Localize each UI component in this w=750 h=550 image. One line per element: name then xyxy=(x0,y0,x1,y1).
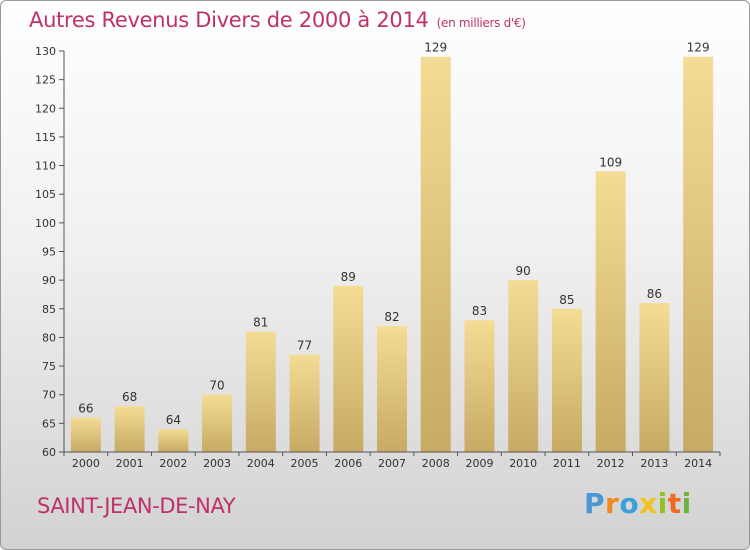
logo-letter: o xyxy=(619,487,640,520)
bar xyxy=(683,56,714,452)
bars-layer: 66 68 64 70 81 77 89 82 129 83 90 85 109 86 129 xyxy=(70,41,714,453)
logo-letter: x xyxy=(639,487,658,520)
x-tick-label: 2003 xyxy=(203,457,231,470)
x-tick-label: 2006 xyxy=(334,457,362,470)
bar xyxy=(114,406,145,452)
logo-letter: P xyxy=(584,487,606,520)
bar-value-label: 66 xyxy=(78,402,93,416)
y-tick-label: 120 xyxy=(35,102,56,115)
bar-value-label: 68 xyxy=(122,390,137,404)
y-tick-label: 65 xyxy=(42,417,56,430)
y-tick-label: 70 xyxy=(42,389,56,402)
bar-value-label: 89 xyxy=(341,270,356,284)
y-tick-label: 95 xyxy=(42,246,56,259)
bar-value-label: 77 xyxy=(297,339,312,353)
x-tick-label: 2008 xyxy=(422,457,450,470)
y-tick-label: 100 xyxy=(35,217,56,230)
bar-value-label: 109 xyxy=(599,155,622,169)
logo-letter: i xyxy=(657,487,668,520)
location-name: SAINT-JEAN-DE-NAY xyxy=(37,494,236,518)
bar-value-label: 70 xyxy=(209,379,224,393)
x-tick-label: 2014 xyxy=(684,457,712,470)
bar xyxy=(639,303,670,452)
logo-letter: r xyxy=(605,487,620,520)
bar xyxy=(202,394,233,452)
bar xyxy=(70,417,101,452)
bar xyxy=(377,325,407,452)
y-tick-label: 75 xyxy=(42,360,56,373)
y-tick-label: 60 xyxy=(42,446,56,459)
y-tick-label: 115 xyxy=(35,131,56,144)
chart-title-main: Autres Revenus Divers de 2000 à 2014 xyxy=(29,8,429,32)
bar xyxy=(508,280,539,452)
x-tick-label: 2010 xyxy=(509,457,537,470)
logo-letter: i xyxy=(681,487,692,520)
bar-value-label: 86 xyxy=(647,287,662,301)
axes: 2000 2001 2002 2003 2004 2005 2006 2007 2008 2009… xyxy=(35,45,721,470)
y-tick-label: 105 xyxy=(35,188,56,201)
x-tick-label: 2011 xyxy=(553,457,581,470)
x-tick-label: 2013 xyxy=(640,457,668,470)
bar xyxy=(289,354,320,452)
y-tick-label: 85 xyxy=(42,303,56,316)
chart-title: Autres Revenus Divers de 2000 à 2014 (en … xyxy=(29,8,526,32)
bar-value-label: 82 xyxy=(384,310,399,324)
x-tick-label: 2001 xyxy=(116,457,144,470)
bar-value-label: 129 xyxy=(424,41,447,55)
bar-value-label: 129 xyxy=(687,41,710,55)
x-tick-label: 2002 xyxy=(159,457,187,470)
bar xyxy=(420,56,451,452)
chart-title-unit: (en milliers d'€) xyxy=(436,16,526,30)
bar xyxy=(595,171,626,453)
y-tick-label: 80 xyxy=(42,331,56,344)
y-tick-label: 90 xyxy=(42,274,56,287)
bar xyxy=(245,331,276,452)
proxiti-logo[interactable]: Proxiti xyxy=(584,487,692,520)
bar xyxy=(551,308,582,452)
y-tick-label: 125 xyxy=(35,74,56,87)
bar-value-label: 90 xyxy=(516,264,531,278)
bar xyxy=(158,429,189,452)
bar-value-label: 81 xyxy=(253,316,268,330)
x-tick-label: 2007 xyxy=(378,457,406,470)
logo-letter: t xyxy=(667,487,682,520)
bar-value-label: 64 xyxy=(166,413,181,427)
bar-value-label: 83 xyxy=(472,304,487,318)
x-tick-label: 2004 xyxy=(247,457,275,470)
x-tick-label: 2009 xyxy=(465,457,493,470)
x-tick-label: 2005 xyxy=(291,457,319,470)
y-tick-label: 130 xyxy=(35,45,56,58)
x-tick-label: 2012 xyxy=(597,457,625,470)
x-tick-label: 2000 xyxy=(72,457,100,470)
y-tick-label: 110 xyxy=(35,160,56,173)
bar xyxy=(464,320,495,452)
bar-value-label: 85 xyxy=(559,293,574,307)
bar xyxy=(333,285,364,452)
